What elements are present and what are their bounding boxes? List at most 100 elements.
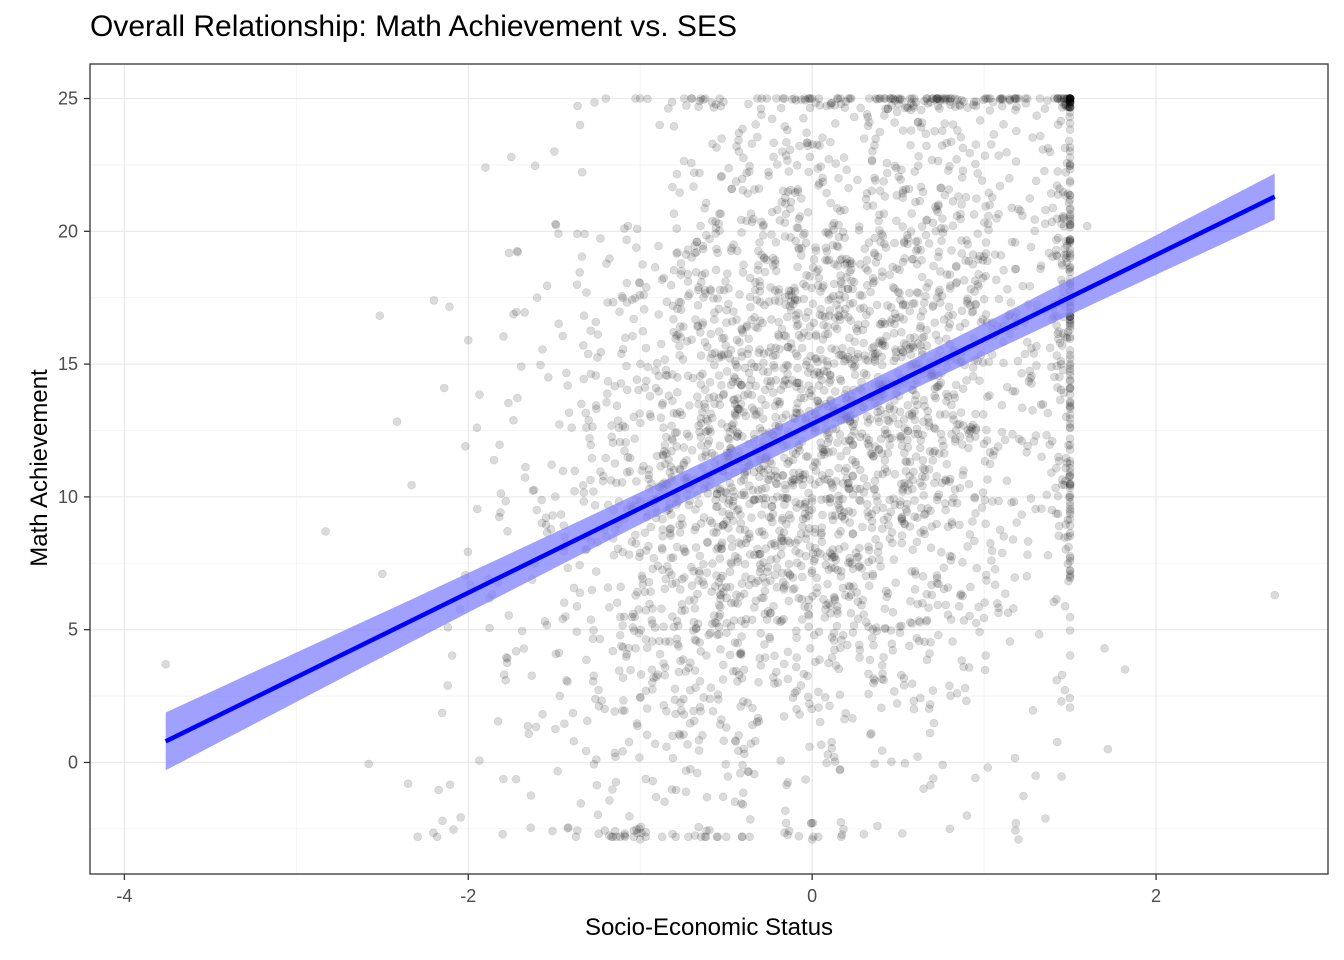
y-tick-label: 5: [68, 620, 78, 640]
data-point: [717, 380, 726, 390]
data-point: [936, 224, 946, 233]
data-point: [836, 350, 846, 360]
data-point: [763, 376, 772, 386]
data-point: [1011, 264, 1021, 274]
data-point: [992, 599, 1002, 608]
data-point: [859, 134, 869, 143]
data-point: [783, 369, 792, 379]
data-point: [900, 103, 910, 113]
data-point: [962, 296, 972, 306]
data-point: [559, 598, 569, 608]
data-point: [805, 643, 815, 653]
data-point: [782, 137, 791, 147]
data-point: [895, 312, 905, 322]
data-point: [796, 194, 806, 203]
data-point: [722, 516, 732, 525]
data-point: [909, 254, 918, 264]
data-point: [691, 624, 701, 634]
data-point: [992, 214, 1001, 223]
data-point: [795, 549, 804, 558]
data-point: [689, 182, 698, 191]
data-point: [599, 471, 608, 481]
data-point: [900, 478, 909, 488]
data-point: [673, 387, 682, 397]
data-point: [1055, 94, 1065, 103]
data-point: [1270, 590, 1279, 600]
data-point: [883, 589, 893, 598]
data-point: [822, 256, 832, 265]
data-point: [734, 670, 744, 680]
data-point: [678, 355, 688, 364]
data-point: [877, 352, 887, 362]
data-point: [671, 334, 680, 344]
data-point: [745, 550, 755, 559]
data-point: [980, 94, 990, 103]
data-point: [778, 493, 788, 502]
data-point: [538, 709, 547, 719]
data-point: [1062, 250, 1071, 259]
data-point: [803, 368, 813, 377]
data-point: [845, 267, 854, 277]
data-point: [1065, 94, 1075, 103]
data-point: [814, 273, 824, 283]
data-point: [688, 626, 698, 635]
data-point: [804, 611, 814, 620]
data-point: [876, 434, 886, 444]
data-point: [980, 665, 990, 675]
data-point: [847, 455, 857, 465]
data-point: [1031, 176, 1041, 186]
data-point: [729, 372, 739, 382]
data-point: [591, 404, 601, 414]
data-point: [1025, 194, 1035, 203]
data-point: [753, 323, 763, 333]
data-point: [875, 319, 885, 329]
data-point: [750, 550, 759, 560]
data-point: [698, 320, 707, 330]
data-point: [906, 140, 915, 150]
data-point: [717, 171, 726, 181]
data-point: [853, 320, 863, 330]
data-point: [824, 565, 834, 575]
data-point: [569, 583, 579, 593]
data-point: [934, 579, 943, 589]
data-point: [847, 359, 857, 369]
data-point: [1048, 203, 1058, 213]
data-point: [625, 811, 634, 821]
data-point: [941, 389, 951, 399]
data-point: [802, 529, 811, 538]
data-point: [654, 310, 664, 319]
data-point: [819, 320, 828, 330]
data-point: [832, 606, 842, 615]
data-point: [694, 746, 704, 755]
data-point: [575, 268, 585, 277]
data-point: [939, 584, 949, 594]
data-point: [986, 140, 996, 149]
data-point: [975, 627, 984, 637]
data-point: [1065, 262, 1075, 272]
data-point: [600, 704, 610, 714]
data-point: [876, 406, 885, 415]
data-point: [718, 520, 728, 530]
data-point: [739, 749, 749, 759]
data-point: [935, 104, 944, 113]
data-point: [886, 94, 896, 103]
data-point: [695, 702, 705, 712]
data-point: [848, 713, 857, 723]
data-point: [564, 408, 574, 418]
data-point: [826, 375, 835, 385]
data-point: [980, 218, 989, 227]
data-point: [908, 475, 918, 485]
data-point: [798, 480, 808, 490]
data-point: [705, 234, 714, 244]
data-point: [1011, 126, 1021, 136]
data-point: [1052, 594, 1061, 604]
data-point: [905, 522, 915, 531]
data-point: [672, 542, 682, 552]
data-point: [443, 622, 453, 632]
data-point: [768, 673, 778, 682]
data-point: [751, 120, 761, 129]
data-point: [721, 723, 731, 732]
data-point: [993, 442, 1003, 451]
data-point: [990, 580, 1000, 590]
data-point: [751, 578, 760, 588]
